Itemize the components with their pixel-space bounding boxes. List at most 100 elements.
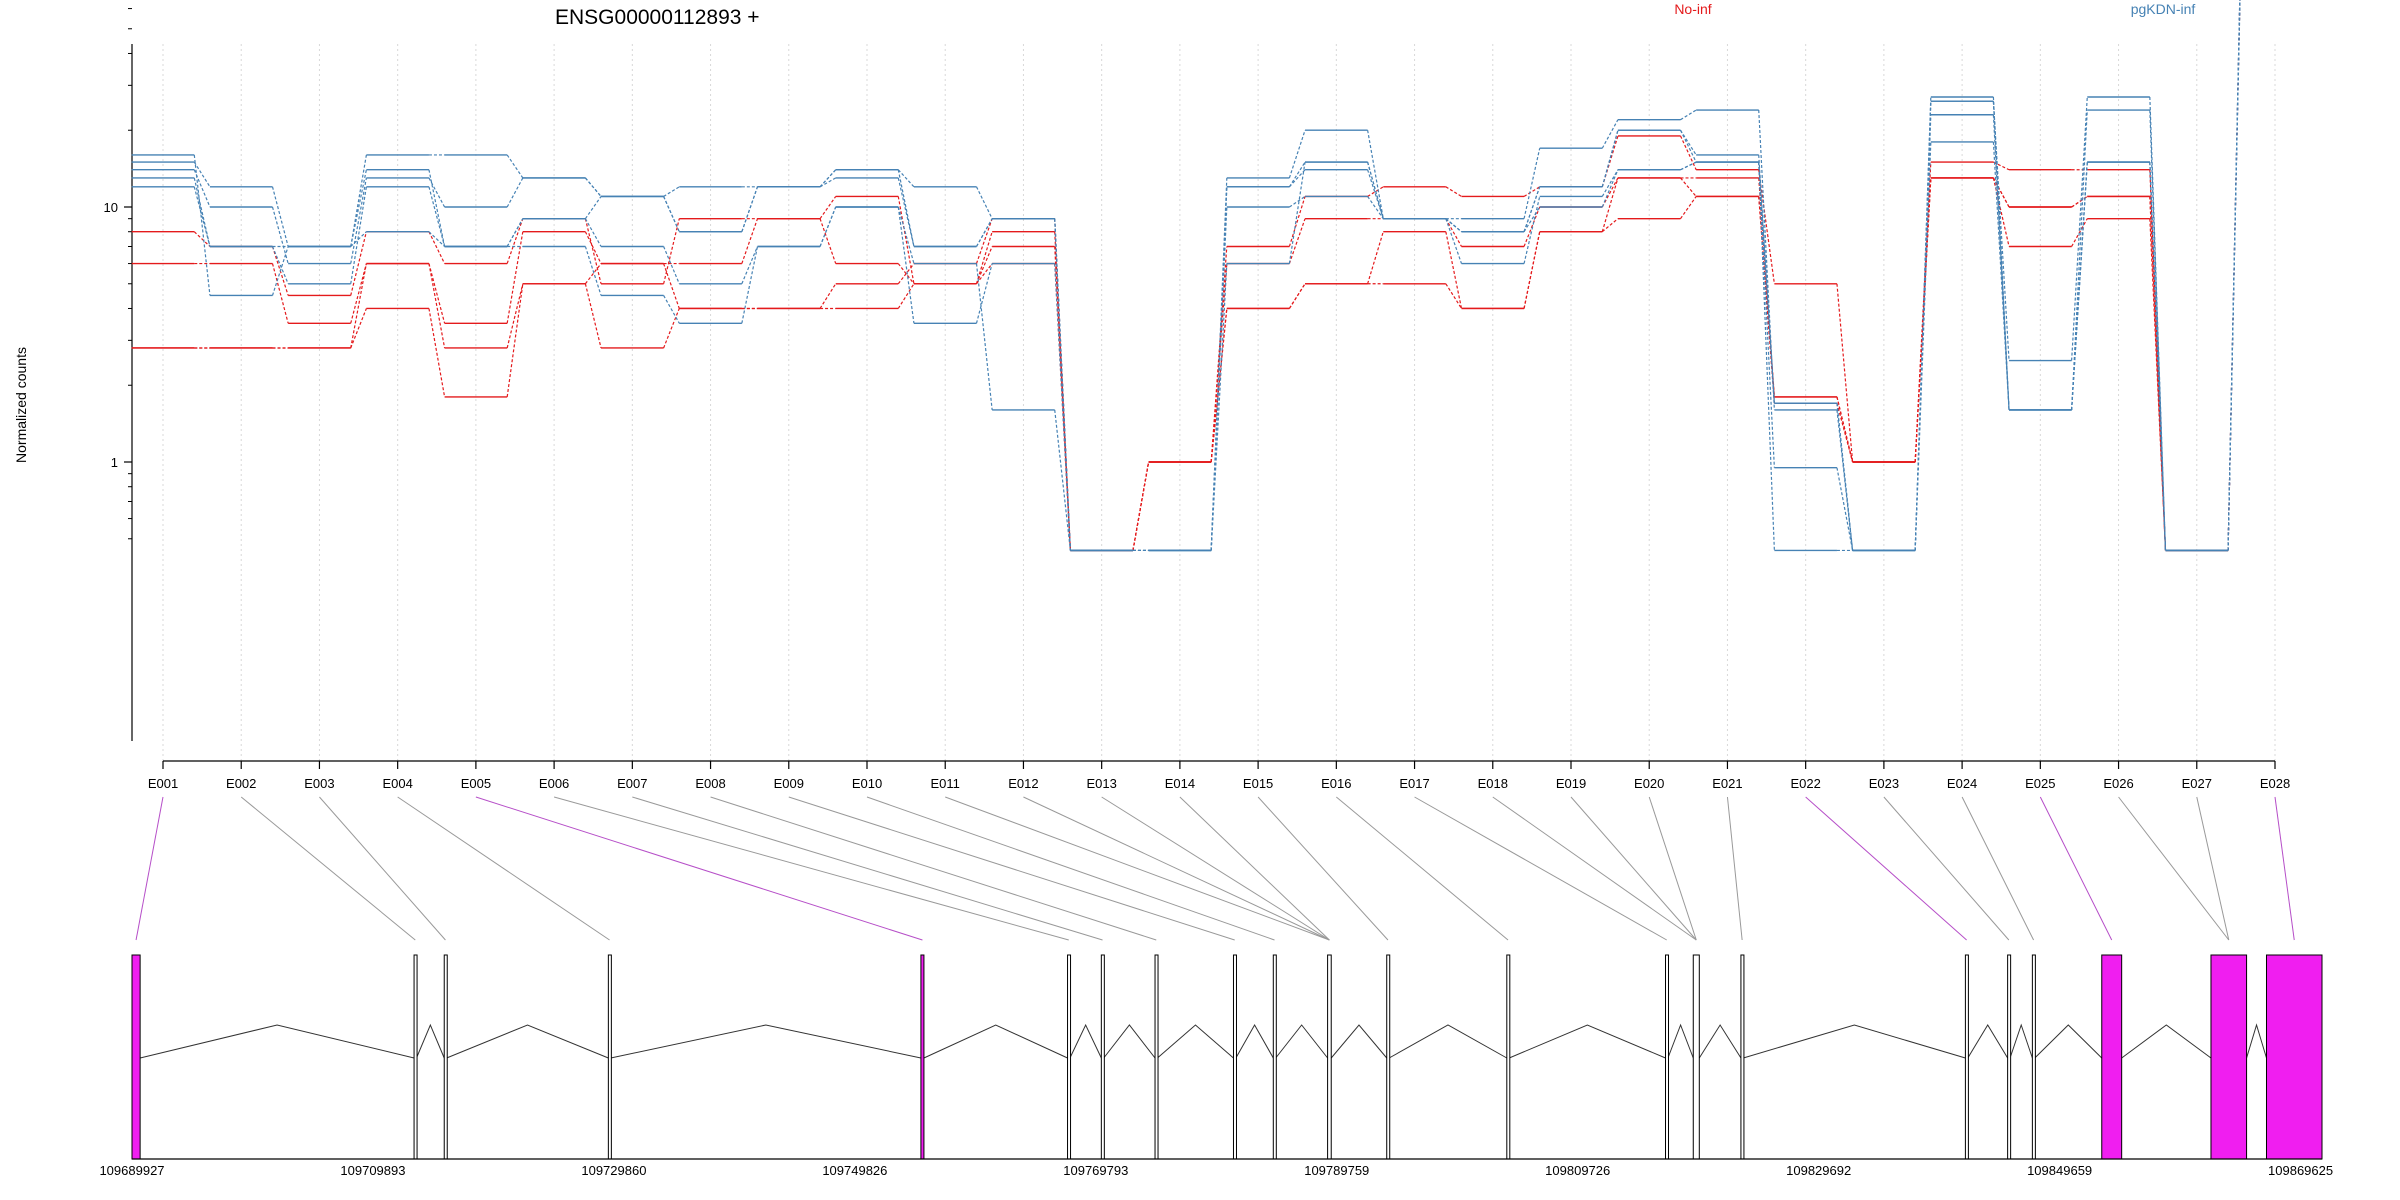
- connector-segment: [663, 246, 680, 284]
- intron-line: [1388, 1024, 1508, 1059]
- connector-segment: [819, 169, 837, 188]
- coordinate-label: 109769793: [1063, 1163, 1128, 1178]
- connector-segment: [1758, 162, 1775, 404]
- x-tick-label: E001: [148, 776, 178, 791]
- connector-segment: [819, 206, 837, 247]
- exon-box: [607, 954, 612, 1160]
- connector-segment: [584, 177, 602, 197]
- series-no-inf: [131, 0, 2241, 552]
- exon-box: [1232, 954, 1237, 1160]
- connector-segment: [271, 246, 289, 296]
- exon-connector-line: [632, 796, 1103, 941]
- connector-segment: [350, 186, 367, 284]
- connector-segment: [428, 231, 446, 247]
- connector-segment: [506, 218, 524, 264]
- intron-line: [1330, 1024, 1388, 1059]
- series-pgkdn-inf: [131, 0, 2241, 552]
- coordinate-label: 109869625: [2268, 1163, 2333, 1178]
- exon-connector-line: [1336, 796, 1509, 941]
- connector-segment: [975, 218, 993, 247]
- exon-connector-line: [2118, 796, 2230, 941]
- x-tick-label: E025: [2025, 776, 2055, 791]
- exon-connector-line: [1883, 796, 2010, 941]
- connector-segment: [584, 283, 602, 349]
- coordinate-label: 109689927: [99, 1163, 164, 1178]
- x-tick-label: E024: [1947, 776, 1977, 791]
- connector-segment: [1523, 186, 1541, 197]
- grid-lines: [162, 44, 2276, 761]
- exon-connector-line: [1179, 796, 1330, 941]
- connector-segment: [975, 246, 993, 284]
- series-pgkdn-inf: [131, 0, 2241, 552]
- intron-line: [2009, 1023, 2033, 1059]
- connector-segment: [2149, 218, 2167, 551]
- exon-connector-line: [553, 796, 1069, 941]
- exon-box: [1692, 954, 1700, 1160]
- x-axis: E001 E002 E003 E004 E005 E006 E007 E008 E009 E010…: [148, 760, 2290, 791]
- intron-line: [140, 1024, 415, 1059]
- exon-box-highlighted: [2210, 954, 2248, 1160]
- y-axis-label: Normalized counts: [13, 347, 29, 463]
- connector-segment: [428, 186, 446, 247]
- exon-connector-line: [135, 796, 164, 941]
- exon-box: [413, 954, 418, 1160]
- connector-segment: [741, 186, 759, 232]
- intron-line: [2034, 1024, 2103, 1059]
- connector-segment: [1992, 101, 2010, 361]
- exon-box: [1740, 954, 1745, 1160]
- x-tick-label: E009: [774, 776, 804, 791]
- intron-line: [1509, 1024, 1666, 1059]
- connector-segment: [741, 246, 759, 284]
- intron-line: [1275, 1024, 1328, 1059]
- coordinate-label: 109849659: [2027, 1163, 2092, 1178]
- connector-segment: [1523, 206, 1541, 247]
- connector-segment: [2071, 96, 2088, 361]
- coordinate-label: 109749826: [822, 1163, 887, 1178]
- exon-connector-line: [475, 796, 923, 941]
- intron-line: [1743, 1024, 1966, 1059]
- connector-segment: [975, 263, 993, 411]
- exon-connector-line: [397, 796, 610, 941]
- connector-segment: [1210, 263, 1228, 463]
- exon-connector-line: [788, 796, 1235, 941]
- connector-segment: [1601, 130, 1619, 187]
- connector-segment: [1992, 101, 2010, 410]
- connector-segment: [428, 177, 446, 208]
- connector-segment: [2071, 162, 2088, 410]
- exon-box-highlighted: [920, 954, 925, 1160]
- connector-segment: [1445, 186, 1462, 197]
- chart-title: ENSG00000112893 +: [555, 6, 760, 29]
- connector-segment: [1054, 218, 1071, 551]
- connector-segment: [350, 177, 367, 264]
- exon-connector-line: [1492, 796, 1697, 941]
- connector-segment: [897, 263, 915, 285]
- connector-segment: [1288, 162, 1306, 264]
- connector-segment: [975, 186, 993, 219]
- series-no-inf: [131, 0, 2241, 552]
- x-tick-label: E022: [1790, 776, 1820, 791]
- exon-connector-line: [1570, 796, 1697, 941]
- connector-segment: [819, 177, 837, 188]
- intron-line: [1235, 1023, 1274, 1059]
- connector-segment: [897, 169, 915, 188]
- connector-segment: [663, 308, 680, 349]
- genomic-coordinate-axis: 109689927 109709893 109729860 109749826 1097…: [99, 1158, 2333, 1178]
- coordinate-label: 109829692: [1786, 1163, 1851, 1178]
- legend-entry-pgkdn-inf: pgKDN-inf: [2131, 1, 2196, 17]
- connector-segment: [1836, 467, 1854, 551]
- x-tick-label: E006: [539, 776, 569, 791]
- connector-segment: [1523, 196, 1541, 264]
- connector-segment: [1836, 396, 1854, 463]
- intron-line: [923, 1024, 1068, 1059]
- intron-line: [2246, 1023, 2267, 1059]
- x-tick-label: E020: [1634, 776, 1664, 791]
- connector-segment: [1367, 130, 1384, 219]
- x-tick-label: E007: [617, 776, 647, 791]
- coordinate-label: 109709893: [340, 1163, 405, 1178]
- coordinate-label: 109729860: [581, 1163, 646, 1178]
- connector-segment: [1601, 135, 1619, 187]
- exon-connector-line: [2039, 796, 2113, 941]
- connector-segment: [584, 218, 602, 284]
- intron-line: [1667, 1023, 1694, 1059]
- connector-segment: [350, 263, 367, 349]
